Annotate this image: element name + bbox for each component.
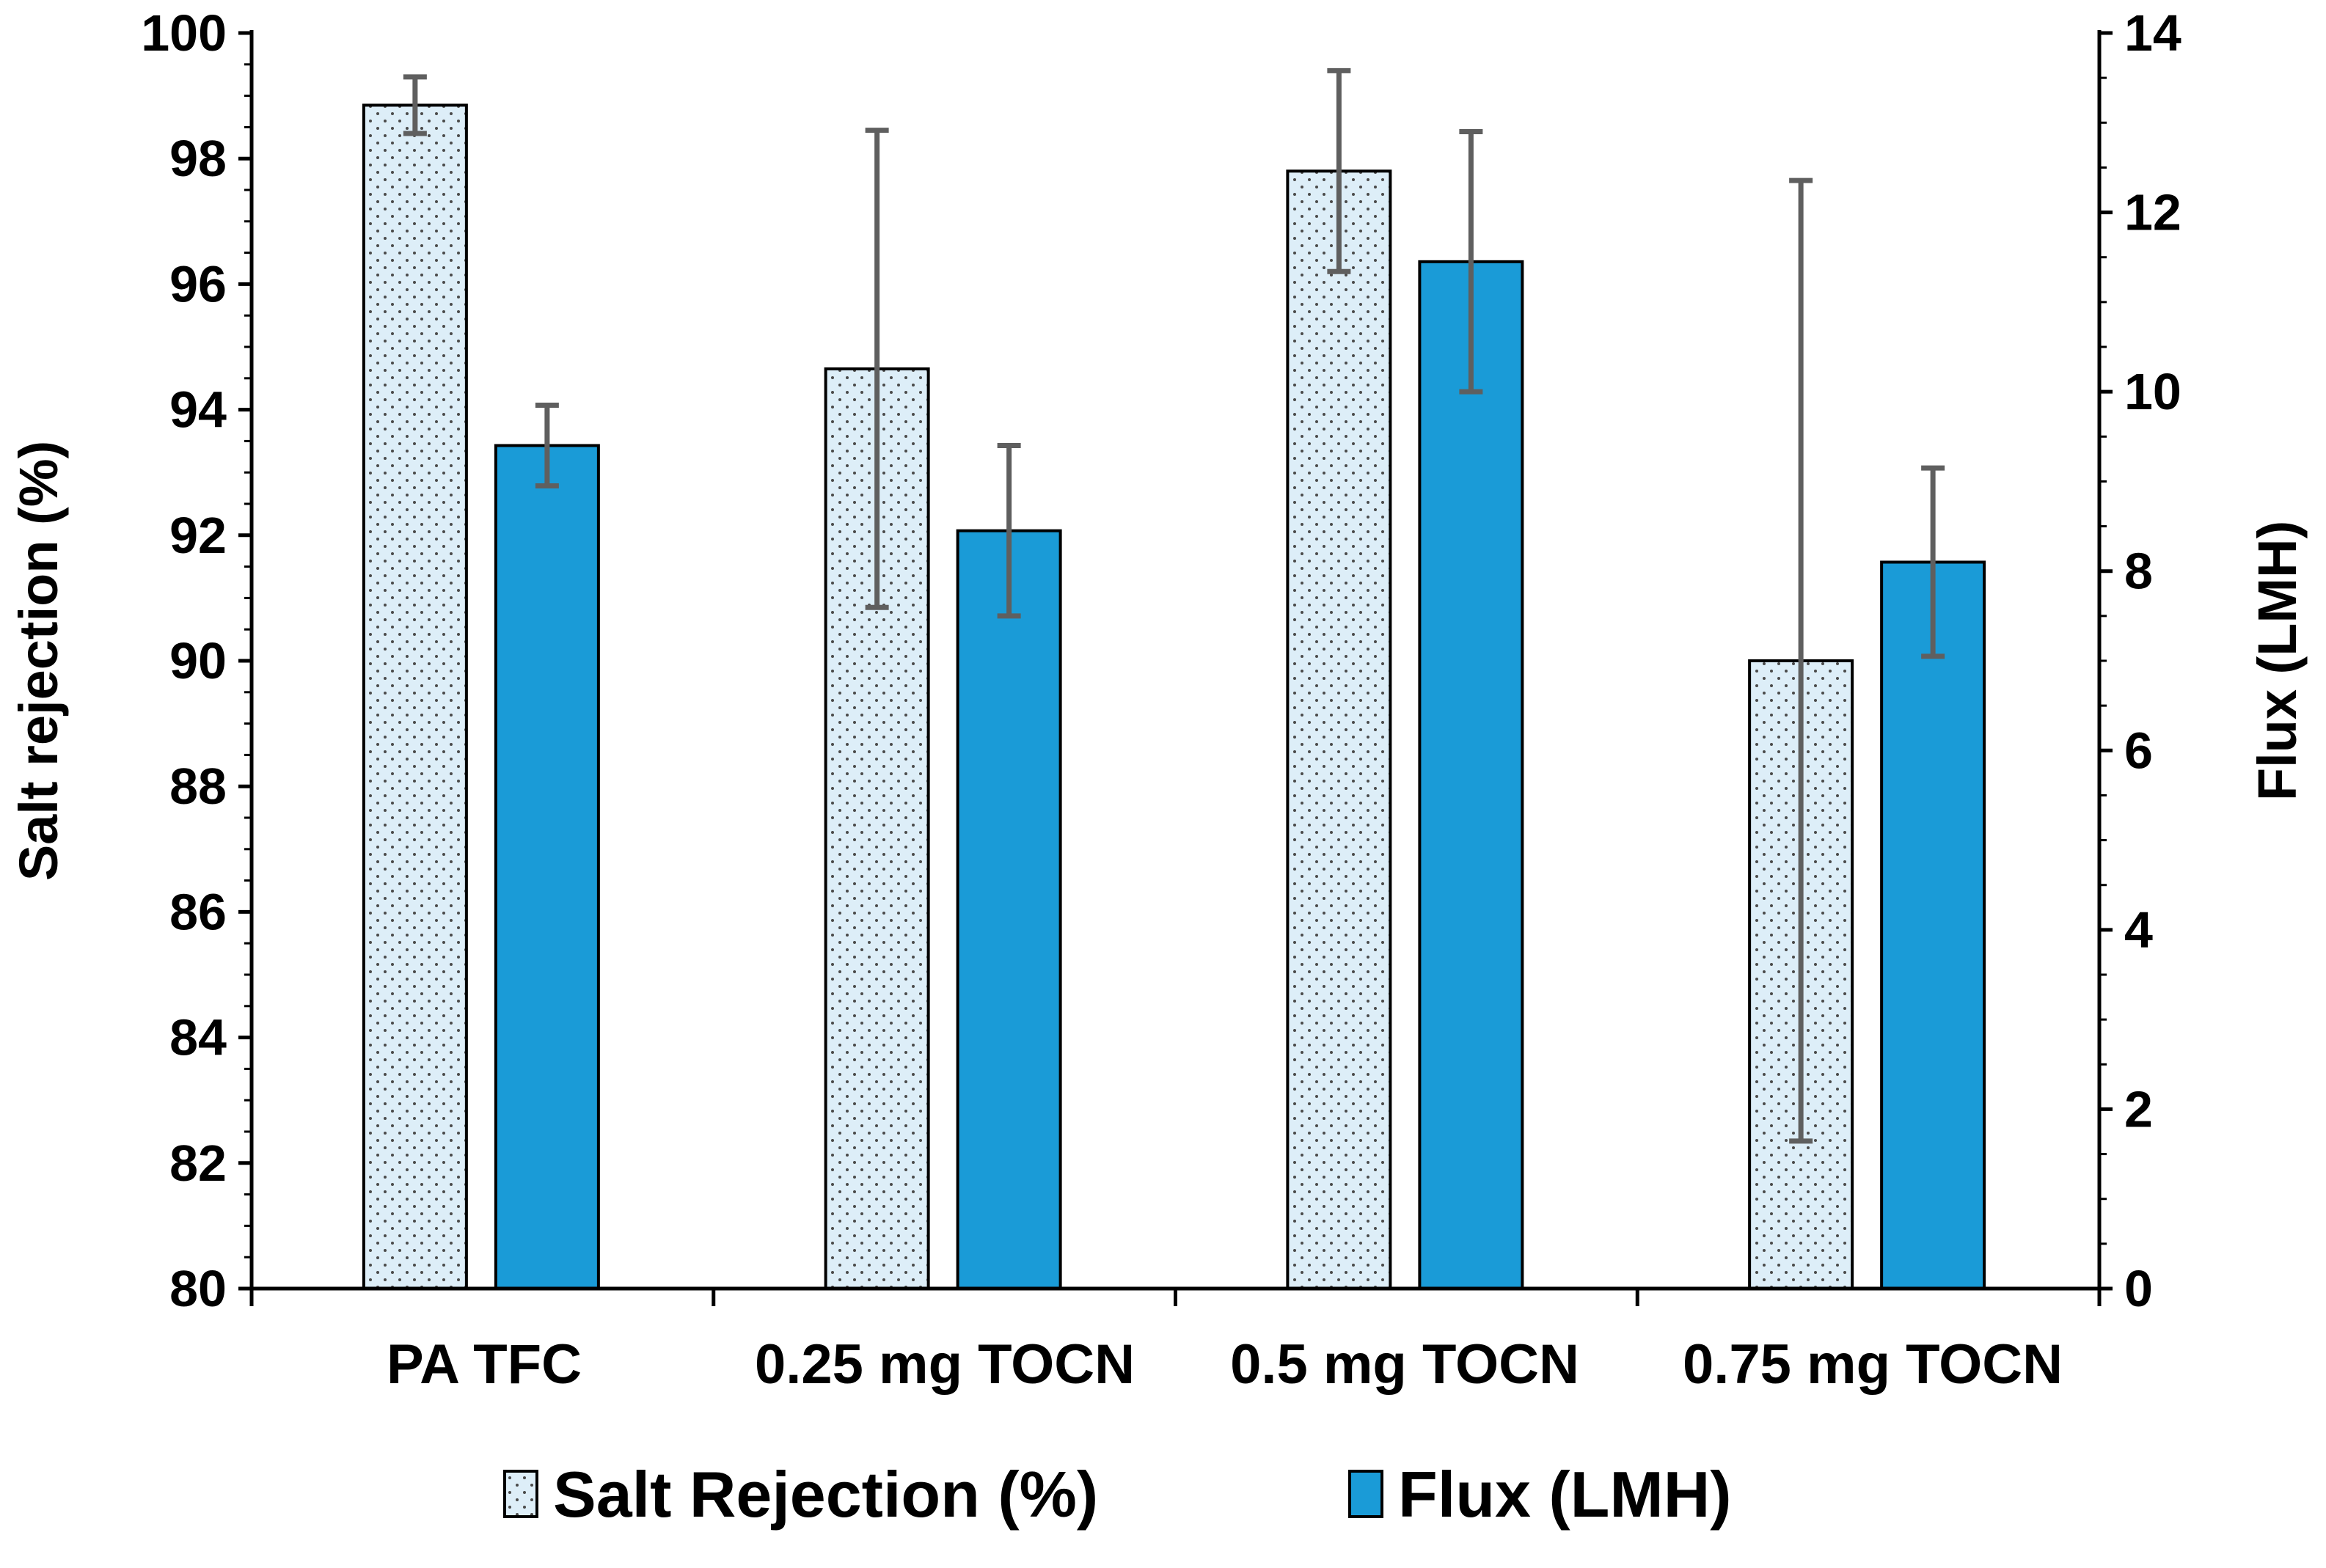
right-tick-label: 2	[2124, 1080, 2153, 1137]
bar-salt-rejection	[1286, 169, 1392, 1291]
left-tick-label: 96	[169, 255, 227, 312]
right-tick-label: 8	[2124, 543, 2153, 600]
legend-swatch-flux	[1348, 1470, 1383, 1518]
right-tick-label: 4	[2124, 901, 2153, 959]
left-tick-label: 80	[169, 1260, 227, 1317]
right-tick-label: 14	[2124, 4, 2181, 62]
legend-label: Salt Rejection (%)	[553, 1458, 1098, 1531]
left-tick-label: 88	[169, 758, 227, 815]
left-tick-label: 92	[169, 507, 227, 564]
error-bar-flux	[1459, 129, 1483, 395]
left-tick-label: 86	[169, 883, 227, 940]
bar-flux	[494, 444, 600, 1290]
left-y-axis: 80 82 84 86 88 90 92 94 96 98 100 Salt rejection (%…	[8, 4, 254, 1317]
right-axis-title: Flux (LMH)	[2247, 521, 2308, 801]
left-tick-label: 100	[141, 4, 227, 62]
right-y-axis: 0 2 4 6 8 10 12 14 Flux (LMH)	[2097, 4, 2308, 1317]
legend: Salt Rejection (%) Flux (LMH)	[503, 1458, 1732, 1531]
error-bar-flux	[1921, 465, 1945, 659]
left-tick-label: 84	[169, 1009, 227, 1066]
category-label: PA TFC	[387, 1333, 582, 1396]
category-label: 0.25 mg TOCN	[755, 1333, 1135, 1396]
legend-label: Flux (LMH)	[1398, 1458, 1732, 1531]
error-bar-salt-rejection	[1327, 67, 1351, 274]
right-tick-label: 12	[2124, 184, 2181, 241]
bar-flux	[1418, 260, 1524, 1290]
bar-salt-rejection	[362, 103, 468, 1291]
legend-swatch-salt-rejection	[503, 1470, 538, 1518]
right-tick-label: 0	[2124, 1260, 2153, 1317]
left-tick-label: 90	[169, 632, 227, 689]
error-bar-salt-rejection	[1789, 177, 1813, 1144]
bar-flux	[956, 529, 1062, 1291]
error-bar-flux	[535, 402, 559, 489]
error-bar-salt-rejection	[865, 128, 889, 610]
error-bar-flux	[997, 443, 1021, 619]
right-tick-label: 6	[2124, 722, 2153, 779]
left-axis-title: Salt rejection (%)	[8, 441, 69, 881]
bar-flux	[1880, 560, 1986, 1290]
category-label: 0.5 mg TOCN	[1230, 1333, 1579, 1396]
left-tick-label: 82	[169, 1135, 227, 1192]
x-axis: PA TFC 0.25 mg TOCN 0.5 mg TOCN 0.75 mg TOC…	[249, 1286, 2102, 1396]
left-tick-label: 98	[169, 130, 227, 187]
category-label: 0.75 mg TOCN	[1683, 1333, 2063, 1396]
plot-area	[362, 67, 1986, 1291]
left-tick-label: 94	[169, 381, 227, 439]
error-bar-salt-rejection	[403, 74, 427, 136]
right-tick-label: 10	[2124, 363, 2181, 420]
